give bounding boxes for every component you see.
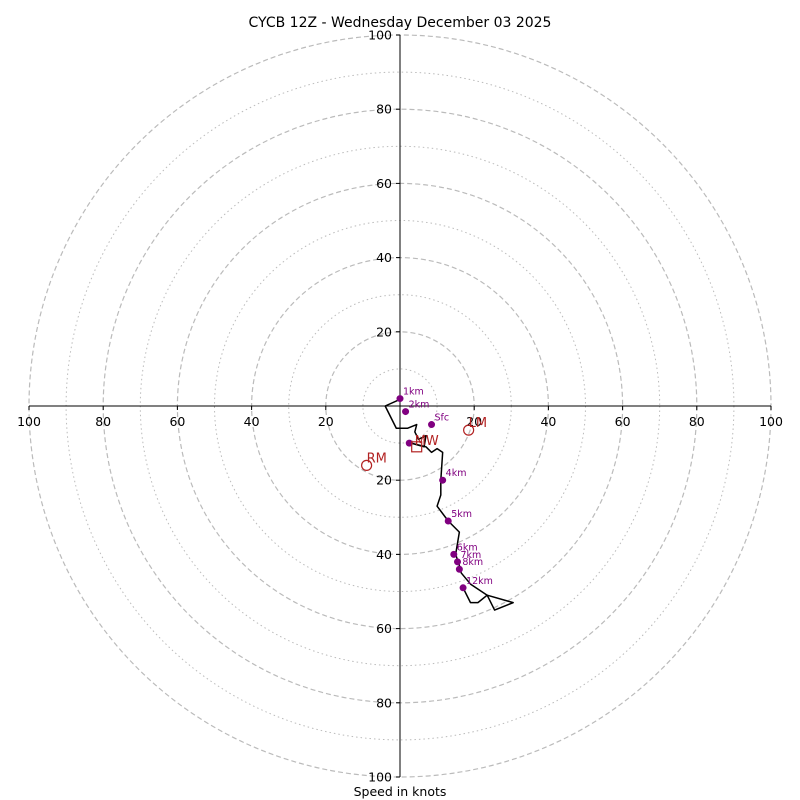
storm-motion-marker [463,424,475,436]
wind-profile-line [384,397,514,611]
x-tick-label: 100 [759,414,783,429]
storm-motion-marker [361,459,373,471]
height-marker-label: 12km [466,576,493,587]
y-tick-label: 80 [376,102,392,117]
height-marker-label: 4km [446,468,467,479]
x-tick-label: 40 [244,414,260,429]
height-marker-label: 6km [457,542,478,553]
height-marker-dot [402,408,410,416]
y-tick-label: 100 [368,770,392,785]
height-marker-dot [455,565,463,573]
height-marker-dot [454,558,462,566]
y-tick-label: 60 [376,621,392,636]
x-tick-label: 40 [540,414,556,429]
x-tick-label: 60 [615,414,631,429]
y-tick-label: 20 [376,324,392,339]
height-marker-dot [459,584,467,592]
height-marker-label: Sfc [435,413,450,424]
x-tick-label: 80 [689,414,705,429]
x-tick-label: 20 [318,414,334,429]
height-marker-label: 2km [409,400,430,411]
height-marker-dot [444,517,452,525]
storm-motion-markers: LM RM MW [361,416,487,471]
height-marker-label: 7km [461,550,482,561]
height-marker-dot [405,439,413,447]
height-marker-label: 1km [403,387,424,398]
y-tick-label: 40 [376,250,392,265]
height-marker-dot [428,421,436,429]
y-tick-label: 100 [368,28,392,43]
storm-motion-label: LM [469,416,487,431]
y-tick-label: 40 [376,547,392,562]
height-marker-dot [396,395,404,403]
x-axis-label: Speed in knots [354,784,447,799]
y-tick-label: 80 [376,695,392,710]
height-marker-dot [450,550,458,558]
hodograph-trace [384,397,514,611]
y-tick-label: 60 [376,176,392,191]
storm-motion-label: RM [367,451,387,466]
height-marker-label: 8km [462,557,483,568]
x-tick-label: 80 [95,414,111,429]
x-tick-label: 100 [17,414,41,429]
height-marker-dot [439,476,447,484]
axes [29,35,771,777]
chart-title: CYCB 12Z - Wednesday December 03 2025 [249,15,552,31]
mean-wind-label: MW [415,434,439,449]
x-tick-label: 60 [169,414,185,429]
mean-wind-marker [411,441,423,453]
height-marker-label: 5km [451,509,472,520]
y-tick-label: 20 [376,473,392,488]
tick-labels: 100 80 60 40 20 20 40 60 80 100100806040202040608… [17,28,783,785]
